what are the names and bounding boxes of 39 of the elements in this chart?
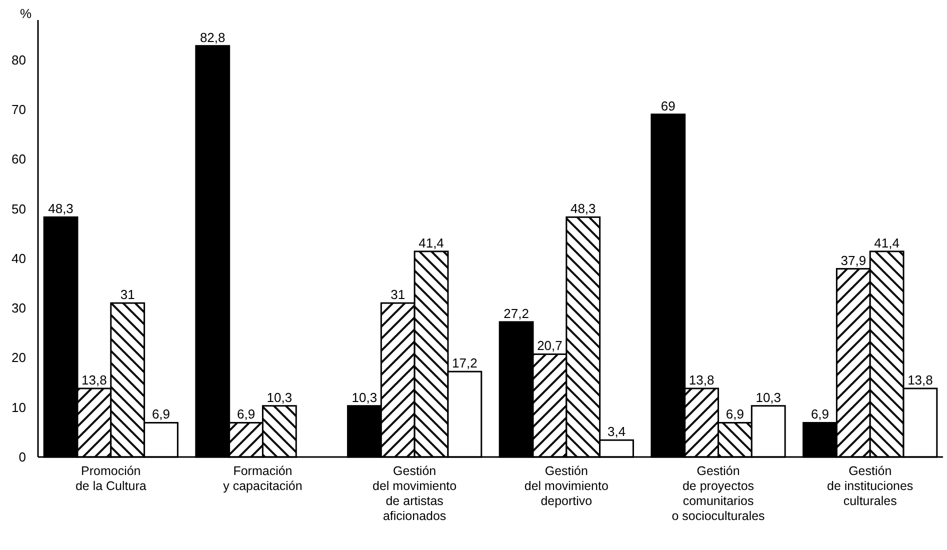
x-tick-label: Gestión del movimiento de artistas aficionados — [372, 464, 457, 523]
data-label: 10,3 — [266, 390, 292, 405]
y-tick-label: 60 — [12, 152, 26, 167]
data-label: 13,8 — [82, 372, 107, 388]
y-tick-label: 70 — [12, 102, 26, 117]
data-label: 10,3 — [352, 390, 378, 405]
y-tick-label: 10 — [12, 400, 26, 415]
data-label: 82,8 — [200, 30, 226, 45]
x-tick-label: Promoción de la Cultura — [75, 464, 146, 493]
data-label: 13,8 — [908, 372, 933, 388]
x-tick-label: Gestión del movimiento deportivo — [524, 464, 608, 508]
y-tick-label: 20 — [12, 350, 26, 366]
y-tick-label: 40 — [12, 250, 26, 266]
data-label: 27,2 — [504, 306, 529, 321]
data-label: 41,4 — [874, 235, 900, 250]
data-label: 17,2 — [452, 356, 478, 371]
data-label: 37,9 — [840, 252, 866, 268]
x-tick-label: Formación y capacitación — [223, 464, 302, 493]
y-tick-label: 0 — [18, 450, 26, 465]
data-label: 10,3 — [756, 390, 782, 405]
x-tick-label: Gestión de instituciones culturales — [827, 464, 914, 508]
data-label: 31 — [390, 287, 406, 302]
y-tick-label: 50 — [12, 201, 26, 216]
data-label: 48,3 — [48, 201, 74, 216]
data-label: 48,3 — [570, 201, 596, 216]
y-axis-title: % — [20, 6, 32, 21]
data-label: 3,4 — [607, 424, 626, 440]
y-tick-label: 80 — [12, 52, 26, 68]
data-label: 69 — [660, 98, 676, 114]
data-label: 13,8 — [688, 372, 714, 388]
data-label: 20,7 — [537, 338, 562, 354]
data-label: 6,9 — [152, 406, 170, 422]
y-tick-label: 30 — [12, 300, 26, 316]
x-tick-label: Gestión de proyectos comunitarios o socioculturales — [672, 464, 765, 523]
data-label: 6,9 — [810, 406, 830, 422]
data-label: 41,4 — [418, 235, 444, 250]
data-label: 6,9 — [726, 406, 744, 422]
data-label: 6,9 — [236, 406, 256, 422]
data-label: 31 — [120, 287, 135, 302]
